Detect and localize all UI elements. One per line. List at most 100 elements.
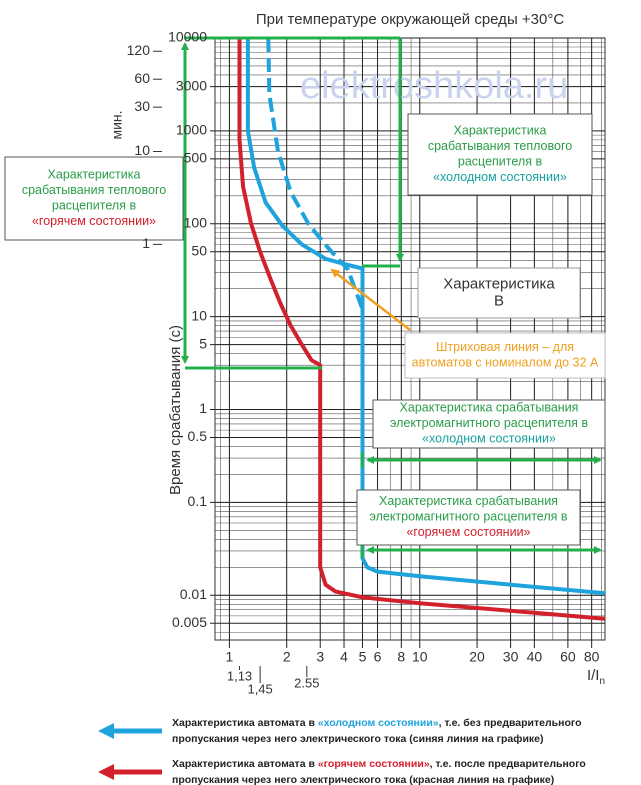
y-tick-label: 500 (184, 150, 208, 166)
annotation-line: «горячем состоянии» (32, 214, 156, 228)
annotation-line: электромагнитного расцепителя в (390, 416, 588, 430)
orange-arrow (330, 268, 411, 331)
annotation-line: срабатывания теплового (22, 183, 166, 197)
y-tick-label: 3000 (176, 77, 207, 93)
annotation-line: расцепителя в (458, 155, 543, 169)
annotation-text: Характеристика срабатывания (379, 494, 558, 508)
annotation-line: автоматов с номиналом до 32 А (412, 356, 599, 370)
legend-arrow-head (98, 723, 114, 739)
x-tick-label: 6 (374, 649, 382, 665)
x-tick-label: 40 (527, 649, 543, 665)
annotation-line: расцепителя в (52, 199, 137, 213)
x-tick-label: 4 (340, 649, 348, 665)
dashed-curve (266, 37, 365, 310)
watermark: elektroshkola.ru (300, 65, 568, 107)
annotation-line: «холодном состоянии» (422, 432, 556, 446)
annotation-text: расцепителя в (458, 155, 543, 169)
y-tick-label: 0.01 (180, 586, 207, 602)
y-tick-label: 1 (199, 400, 207, 416)
annotation-text: «холодном состоянии» (433, 170, 567, 184)
x-tick-label: 2 (283, 649, 291, 665)
annotation-line: Характеристика (443, 275, 555, 292)
annotation-text: «холодном состоянии» (422, 432, 556, 446)
x-tick-label: 5 (359, 649, 367, 665)
x-tick-label: 8 (397, 649, 405, 665)
annotation-text: Характеристика (443, 275, 555, 292)
x-tick-label: 60 (560, 649, 576, 665)
y-tick-label: 0.1 (188, 493, 208, 509)
annotation-text: , т.е. после предварительного (430, 758, 586, 770)
annotation-text: пропускания через него электрического то… (172, 733, 544, 745)
x-tick-label: 30 (503, 649, 519, 665)
curve (237, 38, 606, 621)
y-tick-label: 10000 (168, 29, 207, 45)
annotation-text: Штриховая линия – для (436, 340, 574, 354)
annotation-line: «холодном состоянии» (433, 170, 567, 184)
annotation-text: Характеристика автомата в (172, 717, 318, 729)
annotation-text: электромагнитного расцепителя в (369, 510, 567, 524)
x-tick-label: 1 (226, 649, 234, 665)
y-tick-label: 5 (199, 335, 207, 351)
annotation-line: срабатывания теплового (428, 139, 572, 153)
annotation-text: , т.е. без предварительного (439, 717, 582, 729)
y-tick-label: 50 (191, 242, 207, 258)
annotation-line: Характеристика (454, 124, 547, 138)
x-tick-label: 10 (412, 649, 428, 665)
x-tick-label: 80 (584, 649, 600, 665)
y-tick-label: 0.005 (172, 614, 207, 630)
annotation-line: пропускания через него электрического то… (172, 733, 544, 745)
annotation-box (4, 156, 184, 241)
minute-axis-label: мин. (109, 110, 125, 139)
annotation-box (407, 113, 593, 196)
annotation-line: Характеристика автомата в «холодном сост… (172, 717, 582, 729)
annotation-line: Характеристика срабатывания (379, 494, 558, 508)
annotation-line: электромагнитного расцепителя в (369, 510, 567, 524)
y-tick-label: 0.5 (188, 428, 208, 444)
annotation-text: Характеристика автомата в (172, 758, 318, 770)
annotation-text: Характеристика (454, 124, 547, 138)
annotation-text: «горячем состоянии» (406, 525, 530, 539)
annotation-line: Характеристика срабатывания (400, 401, 579, 415)
annotation-line: «горячем состоянии» (406, 525, 530, 539)
annotation-text: срабатывания теплового (22, 183, 166, 197)
y-tick-label: 10 (191, 307, 207, 323)
annotation-text: расцепителя в (52, 199, 137, 213)
annotation-box (404, 332, 606, 379)
annotation-text: «горячем состоянии» (318, 758, 430, 770)
annotation-text: Характеристика (48, 168, 141, 182)
minute-tick-label: 1 (142, 235, 150, 251)
x-marker-label: 1,13 (227, 668, 252, 683)
x-axis-label: I/In (587, 667, 605, 687)
x-axis-label-sub: n (599, 676, 605, 687)
green-guides (181, 36, 602, 558)
chart-title: При температуре окружающей среды +30°C (256, 11, 565, 28)
annotation-line: Характеристика автомата в «горячем состо… (172, 758, 586, 770)
minute-tick-label: 60 (134, 70, 150, 86)
annotation-text: Характеристика срабатывания (400, 401, 579, 415)
annotation-text: срабатывания теплового (428, 139, 572, 153)
annotation-text: пропускания через него электрического то… (172, 774, 554, 785)
annotation-line: B (494, 292, 504, 309)
curve (245, 38, 606, 596)
legend-arrow-head (98, 764, 114, 780)
y-tick-label: 100 (184, 214, 208, 230)
curves (237, 37, 606, 621)
minute-tick-label: 10 (134, 142, 150, 158)
y-tick-label: 1000 (176, 122, 207, 138)
legend: Характеристика автомата в «холодном сост… (98, 717, 586, 785)
x-axis-label-main: I/I (587, 667, 600, 684)
annotation-box (417, 267, 581, 319)
x-marker-label: 2.55 (294, 675, 319, 690)
annotation-box (356, 489, 581, 546)
annotation-line: Штриховая линия – для (436, 340, 574, 354)
x-marker-label: 1,45 (247, 681, 272, 696)
annotation-box (372, 399, 606, 449)
annotation-text: автоматов с номиналом до 32 А (412, 356, 599, 370)
x-tick-label: 3 (316, 649, 324, 665)
y-axis-label: Время срабатывания (с) (167, 325, 184, 495)
annotation-text: B (494, 292, 504, 309)
